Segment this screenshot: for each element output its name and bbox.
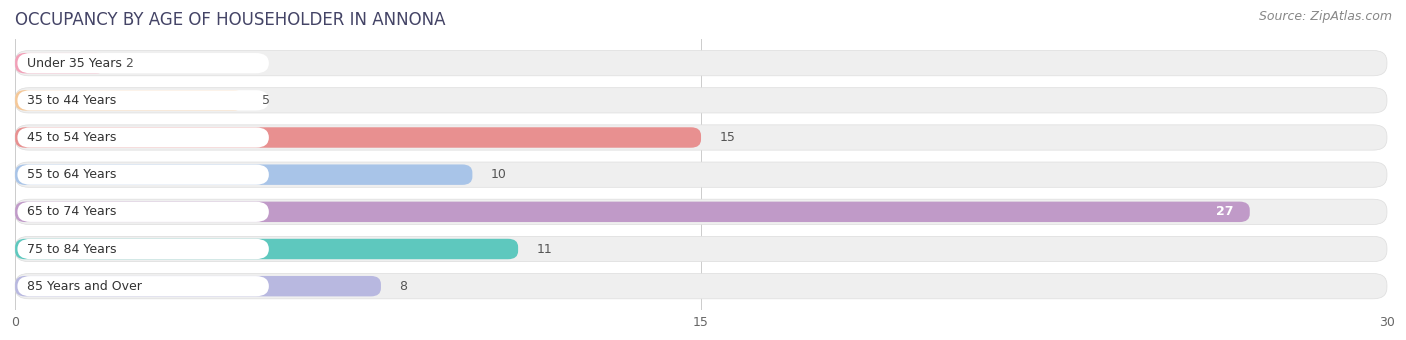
Text: 11: 11 (537, 242, 553, 255)
Text: 45 to 54 Years: 45 to 54 Years (27, 131, 115, 144)
FancyBboxPatch shape (15, 90, 243, 110)
FancyBboxPatch shape (15, 274, 1386, 299)
Text: 85 Years and Over: 85 Years and Over (27, 280, 142, 293)
FancyBboxPatch shape (15, 88, 1386, 113)
FancyBboxPatch shape (15, 51, 1386, 76)
FancyBboxPatch shape (17, 202, 269, 222)
FancyBboxPatch shape (17, 276, 269, 296)
FancyBboxPatch shape (15, 53, 107, 73)
FancyBboxPatch shape (15, 165, 472, 185)
FancyBboxPatch shape (17, 90, 269, 110)
FancyBboxPatch shape (17, 165, 269, 185)
Text: 8: 8 (399, 280, 408, 293)
FancyBboxPatch shape (15, 127, 702, 148)
Text: 15: 15 (720, 131, 735, 144)
FancyBboxPatch shape (15, 162, 1386, 187)
FancyBboxPatch shape (17, 128, 269, 148)
Text: 27: 27 (1216, 205, 1233, 218)
Text: 10: 10 (491, 168, 506, 181)
FancyBboxPatch shape (15, 239, 519, 259)
Text: 75 to 84 Years: 75 to 84 Years (27, 242, 117, 255)
FancyBboxPatch shape (15, 202, 1250, 222)
Text: Under 35 Years: Under 35 Years (27, 57, 121, 70)
FancyBboxPatch shape (17, 53, 269, 73)
Text: 5: 5 (262, 94, 270, 107)
FancyBboxPatch shape (15, 236, 1386, 262)
Text: 2: 2 (125, 57, 132, 70)
FancyBboxPatch shape (17, 239, 269, 259)
Text: 65 to 74 Years: 65 to 74 Years (27, 205, 115, 218)
Text: OCCUPANCY BY AGE OF HOUSEHOLDER IN ANNONA: OCCUPANCY BY AGE OF HOUSEHOLDER IN ANNON… (15, 11, 446, 29)
Text: Source: ZipAtlas.com: Source: ZipAtlas.com (1258, 10, 1392, 23)
FancyBboxPatch shape (15, 199, 1386, 224)
Text: 55 to 64 Years: 55 to 64 Years (27, 168, 115, 181)
FancyBboxPatch shape (15, 125, 1386, 150)
Text: 35 to 44 Years: 35 to 44 Years (27, 94, 115, 107)
FancyBboxPatch shape (15, 276, 381, 296)
